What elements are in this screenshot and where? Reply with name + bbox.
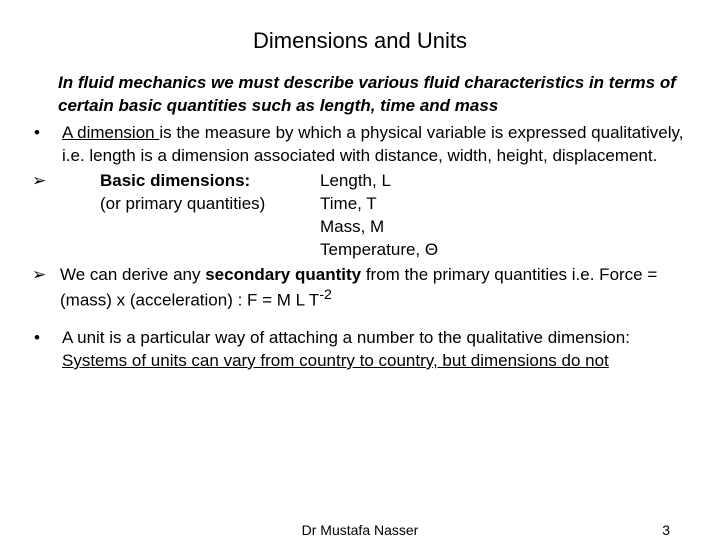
sec-part-b: secondary quantity [205,265,361,284]
footer-page-number: 3 [662,522,670,538]
arrow-marker-icon: ➢ [30,264,60,314]
unit-text: A unit is a particular way of attaching … [62,327,690,373]
bullet-dimension-text: A dimension is the measure by which a ph… [62,122,690,168]
arrow-marker-icon: ➢ [30,170,60,262]
unit-part-b: Systems of units can vary from country t… [62,351,609,370]
intro-text: In fluid mechanics we must describe vari… [58,72,690,118]
bullet-dimension: • A dimension is the measure by which a … [30,122,690,168]
slide-container: Dimensions and Units In fluid mechanics … [0,0,720,540]
dims-row-4: Temperature, Θ [100,239,690,262]
bullet-marker-icon: • [30,122,62,168]
dim-time: Time, T [320,193,690,216]
arrow-secondary: ➢ We can derive any secondary quantity f… [30,264,690,314]
dim-length: Length, L [320,170,690,193]
dims-row-1: Basic dimensions: Length, L [100,170,690,193]
spacer [30,315,690,327]
sec-exponent: -2 [319,287,332,303]
footer-author: Dr Mustafa Nasser [0,522,720,538]
dim-temperature: Temperature, Θ [320,239,690,262]
slide-title: Dimensions and Units [30,28,690,54]
dims-row-3: Mass, M [100,216,690,239]
unit-part-a: A unit is a particular way of attaching … [62,328,630,347]
dims-row-2: (or primary quantities) Time, T [100,193,690,216]
dims-empty-1 [100,216,320,239]
sec-part-a: We can derive any [60,265,205,284]
dimension-underline: A dimension [62,123,159,142]
basic-dims-block: Basic dimensions: Length, L (or primary … [60,170,690,262]
slide-body: In fluid mechanics we must describe vari… [30,72,690,373]
bullet-unit: • A unit is a particular way of attachin… [30,327,690,373]
dims-empty-2 [100,239,320,262]
secondary-text: We can derive any secondary quantity fro… [60,264,690,314]
arrow-basic-dims: ➢ Basic dimensions: Length, L (or primar… [30,170,690,262]
bullet-marker-icon: • [30,327,62,373]
basic-dims-sub: (or primary quantities) [100,193,320,216]
basic-dims-label: Basic dimensions: [100,170,320,193]
dim-mass: Mass, M [320,216,690,239]
